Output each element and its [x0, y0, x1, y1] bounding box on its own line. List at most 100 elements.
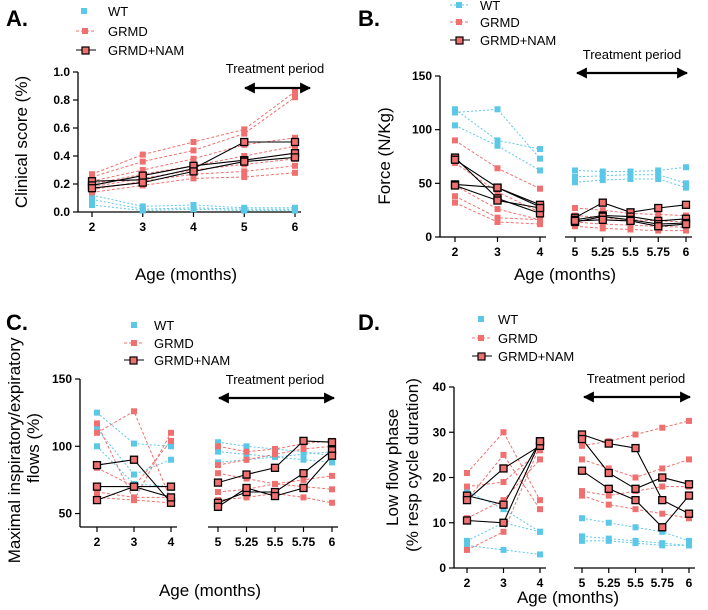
panel-d-y-title: Low flow phase (% resp cycle duration): [383, 378, 422, 552]
panel-a-point-nam: [240, 157, 249, 166]
panel-a-x-tick-label: 2: [89, 220, 96, 234]
panel-b-y-tick-label: 100: [412, 123, 432, 137]
legend-wt-label: WT: [108, 4, 128, 19]
panel-b-x-tick-label: 2: [452, 245, 459, 259]
panel-a-point-wt: [89, 196, 95, 203]
panel-d-point-wt: [605, 537, 612, 544]
panel-d-point-nam: [658, 473, 667, 482]
legend-d-grmd-label: GRMD: [498, 331, 538, 346]
panel-c-point-grmd: [215, 470, 221, 477]
panel-a-point-grmd: [190, 155, 197, 162]
panel-a-point-nam: [240, 137, 249, 147]
panel-b-point-wt: [452, 109, 458, 116]
panel-b-x-title: Age (months): [514, 265, 616, 284]
panel-c-x-title: Age (months): [159, 581, 261, 600]
panel-c-point-grmd: [94, 429, 100, 436]
panel-a-point-grmd: [292, 169, 298, 176]
panel-a-point-nam: [87, 184, 97, 193]
legend-c-wt-label: WT: [154, 318, 174, 333]
panel-a-y-tick-label: 0.4: [53, 149, 70, 163]
panel-a-point-grmd: [139, 158, 146, 165]
panel-c-point-wt: [243, 443, 250, 450]
panel-d-point-grmd: [605, 501, 612, 508]
panel-b-point-wt: [572, 173, 578, 180]
panel-c-point-nam: [299, 483, 308, 493]
panel-b-point-wt: [572, 179, 578, 186]
panel-c-y-title-line1: Maximal inspiratory/expiratory: [5, 337, 24, 563]
legend-c-grmd-label: GRMD: [154, 336, 194, 351]
panel-c-point-grmd: [329, 472, 335, 479]
legend-d-nam-marker: [477, 352, 486, 361]
panel-d-x-title: Age (months): [517, 588, 619, 607]
panel-c: C. WT GRMD GRMD+NAM Maximal inspiratory/…: [5, 310, 338, 600]
legend-d-wt-marker: [478, 316, 484, 322]
panel-d-series-grmd-line: [466, 431, 541, 501]
panel-c-y-tick-label: 150: [52, 372, 72, 386]
panel-c-point-wt: [215, 448, 221, 455]
panel-b-point-wt: [599, 172, 606, 179]
panel-d-point-nam: [631, 443, 640, 453]
panel-d-point-wt: [464, 488, 470, 495]
panel-d-point-nam: [577, 466, 587, 475]
panel-a-point-grmd: [241, 130, 248, 137]
panel-c-point-nam: [242, 470, 251, 479]
panel-d-point-grmd: [500, 497, 507, 504]
panel-a: A. WT GRMD GRMD+NAM Clinical score (%) A…: [6, 4, 324, 284]
panel-c-x-tick-label: 3: [131, 535, 138, 549]
panel-c-y-title: Maximal inspiratory/expiratory flows (%): [5, 333, 43, 564]
panel-c-y-title-line2: flows (%): [24, 413, 43, 483]
panel-d-point-grmd: [500, 528, 507, 535]
panel-c-point-wt: [131, 440, 137, 447]
panel-c-point-grmd: [272, 451, 278, 458]
panel-d-x-tick-label: 5: [579, 576, 586, 590]
panel-a-point-nam: [189, 167, 198, 176]
panel-c-point-grmd: [131, 408, 137, 415]
panel-a-point-grmd: [241, 126, 248, 133]
panel-c-x-tick-label: 5.5: [267, 535, 284, 549]
legend-b-wt-marker: [456, 2, 462, 8]
panel-d-x-tick-label: 5.25: [597, 576, 621, 590]
panel-b-series-wt-line: [574, 178, 687, 189]
panel-d-point-wt: [500, 546, 507, 553]
panel-c-legend: WT GRMD GRMD+NAM: [124, 318, 230, 368]
panel-c-point-nam: [270, 463, 280, 472]
panel-c-point-wt: [300, 456, 307, 463]
panel-d-point-grmd: [659, 483, 666, 490]
panel-b-letter: B.: [358, 6, 380, 31]
legend-b-nam-label: GRMD+NAM: [480, 33, 556, 48]
panel-c-point-grmd: [243, 448, 250, 455]
panel-b-point-grmd: [655, 227, 662, 234]
panel-c-point-grmd: [300, 494, 307, 501]
panel-c-point-grmd: [168, 437, 174, 444]
panel-d-point-nam: [631, 484, 640, 493]
panel-d-x-tick-label: 2: [464, 576, 471, 590]
panel-b-point-grmd: [452, 193, 458, 200]
panel-b-point-wt: [627, 168, 634, 175]
panel-a-point-grmd: [292, 143, 298, 150]
legend-grmd-marker: [82, 28, 88, 34]
panel-b-x-tick-label: 5.25: [591, 245, 615, 259]
panel-c-point-nam: [299, 469, 308, 478]
panel-c-point-nam: [92, 495, 102, 505]
panel-b-point-wt: [627, 176, 634, 183]
panel-c-x-tick-label: 5.75: [292, 535, 316, 549]
panel-d-point-nam: [462, 495, 472, 505]
legend-d-grmd-marker: [478, 335, 484, 341]
panel-d-point-grmd: [605, 465, 612, 472]
panel-d-point-grmd: [579, 442, 585, 449]
panel-c-point-nam: [270, 491, 280, 501]
panel-a-x-tick-label: 3: [139, 220, 146, 234]
panel-d-point-nam: [499, 500, 508, 509]
panel-b-point-grmd: [572, 223, 578, 230]
panel-b-x-tick-label: 5: [572, 245, 579, 259]
panel-b-point-grmd: [494, 214, 501, 221]
panel-c-x-tick-label: 6: [329, 535, 336, 549]
panel-b-point-grmd: [572, 205, 578, 212]
legend-c-wt-marker: [131, 322, 137, 328]
panel-d-point-grmd: [537, 506, 543, 513]
panel-d-point-grmd: [500, 429, 507, 436]
panel-a-y-tick-label: 0.6: [53, 121, 70, 135]
panel-d-point-wt: [579, 537, 585, 544]
panel-c-point-grmd: [272, 445, 278, 452]
panel-c-point-wt: [329, 459, 335, 466]
